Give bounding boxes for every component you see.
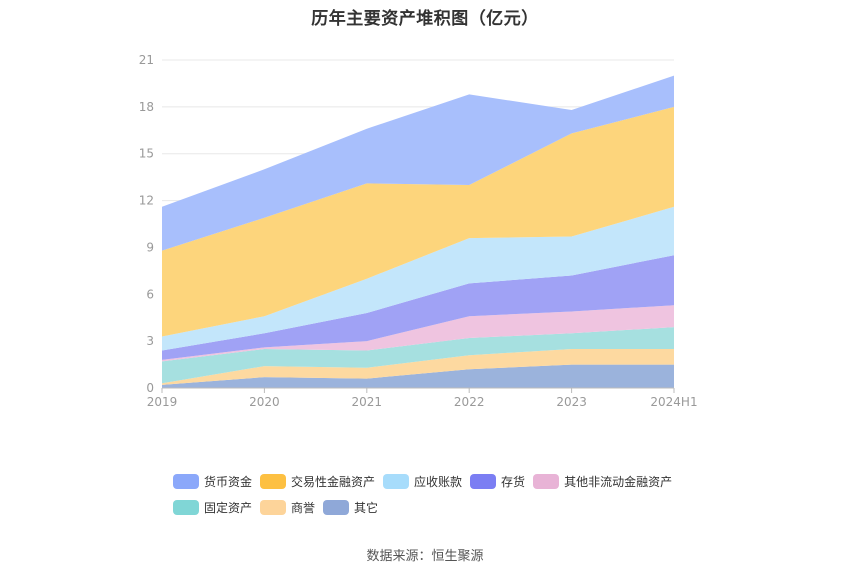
area-series-6	[162, 106, 674, 337]
x-tick-label: 2019	[147, 395, 178, 409]
legend-label: 货币资金	[204, 474, 253, 489]
chart-title: 历年主要资产堆积图（亿元）	[311, 9, 539, 29]
y-tick-label: 21	[139, 53, 154, 67]
y-tick-label: 0	[146, 381, 154, 395]
legend-item[interactable]: 交易性金融资产	[260, 472, 375, 490]
legend-label: 交易性金融资产	[291, 474, 376, 489]
y-tick-label: 18	[139, 100, 154, 114]
legend: 货币资金 交易性金融资产 应收账款 存货 其他非流动金融资产固定资产 商誉 其它	[173, 472, 713, 524]
x-tick-label: 2022	[454, 395, 485, 409]
y-tick-label: 3	[146, 334, 154, 348]
legend-swatch	[323, 499, 350, 515]
x-tick-label: 2021	[352, 395, 383, 409]
legend-label: 商誉	[291, 500, 316, 515]
x-tick-label: 2024H1	[650, 395, 697, 409]
legend-label: 固定资产	[204, 500, 253, 515]
x-tick-label: 2020	[249, 395, 280, 409]
area-series-4	[162, 255, 674, 360]
legend-item[interactable]: 商誉	[260, 498, 315, 516]
area-series-3	[162, 305, 674, 362]
x-tick-label: 2023	[556, 395, 587, 409]
legend-item[interactable]: 其他非流动金融资产	[533, 472, 672, 490]
legend-item[interactable]: 固定资产	[173, 498, 252, 516]
area-series-1	[162, 349, 674, 385]
legend-label: 其他非流动金融资产	[564, 474, 673, 489]
y-tick-label: 12	[139, 194, 154, 208]
area-series-2	[162, 327, 674, 384]
area-series-5	[162, 206, 674, 351]
legend-swatch	[260, 473, 287, 489]
legend-swatch	[533, 473, 560, 489]
legend-label: 其它	[354, 500, 379, 515]
legend-label: 存货	[501, 474, 526, 489]
legend-label: 应收账款	[414, 474, 463, 489]
legend-item[interactable]: 存货	[470, 472, 525, 490]
y-tick-label: 9	[146, 240, 154, 254]
legend-swatch	[173, 499, 199, 515]
legend-item[interactable]: 其它	[323, 498, 378, 516]
legend-swatch	[173, 473, 199, 489]
legend-swatch	[260, 499, 287, 515]
axis-layer: 0 3 6 9 12 15 18 21 2019 2020 2021 2022 2023 2024H1	[139, 53, 698, 409]
data-source: 数据来源：恒生聚源	[366, 549, 484, 564]
legend-swatch	[470, 473, 497, 489]
area-layer	[162, 75, 674, 388]
legend-item[interactable]: 应收账款	[383, 472, 462, 490]
y-tick-label: 6	[146, 287, 154, 301]
legend-swatch	[383, 473, 410, 489]
area-series-0	[162, 364, 674, 388]
y-tick-label: 15	[139, 147, 154, 161]
legend-item[interactable]: 货币资金	[173, 472, 252, 490]
area-series-7	[162, 75, 674, 251]
